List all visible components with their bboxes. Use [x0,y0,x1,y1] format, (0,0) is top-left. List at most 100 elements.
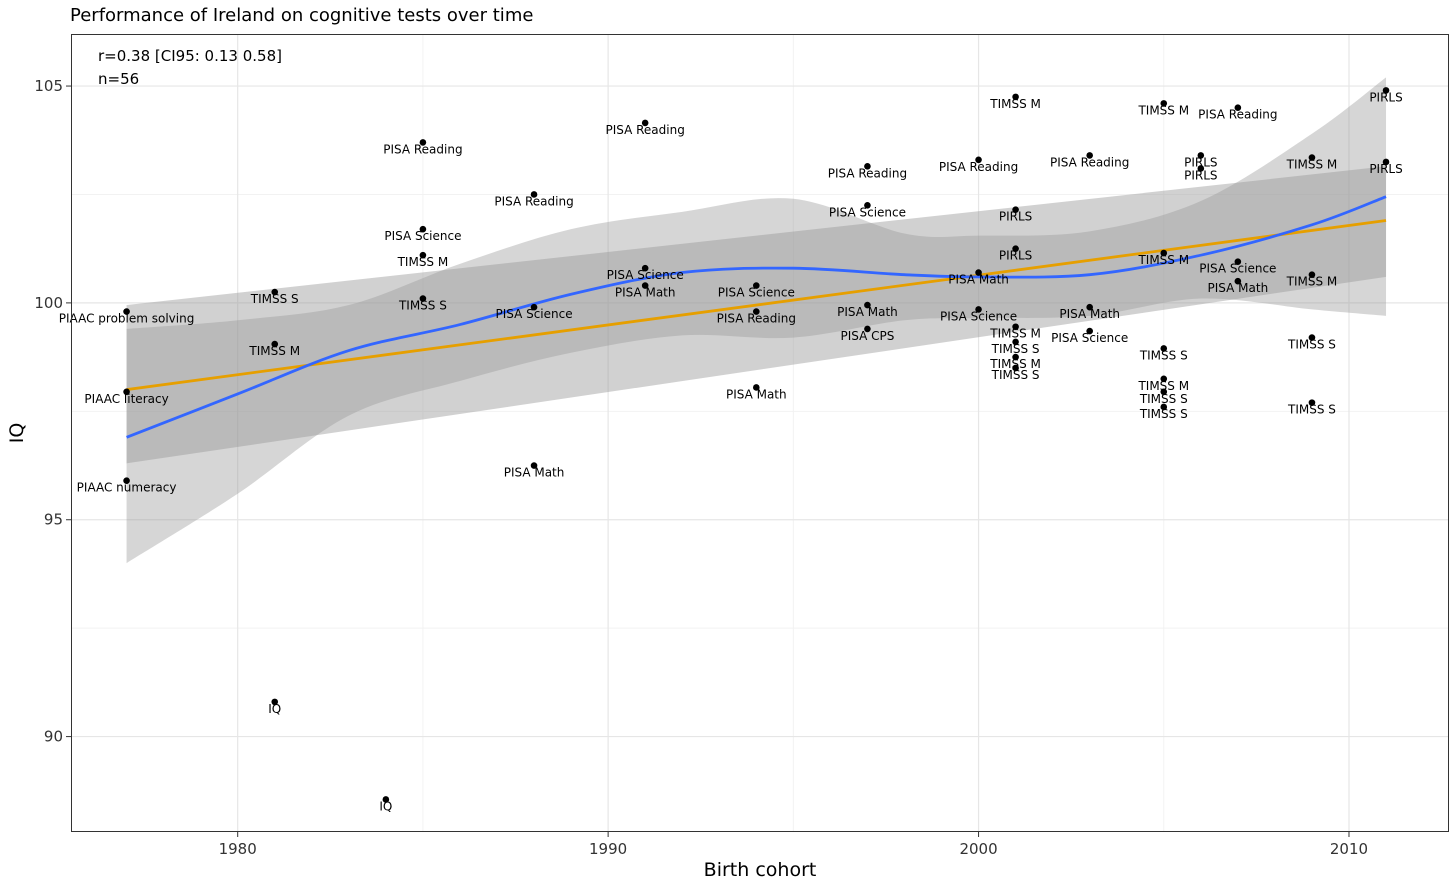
linear-fit-line [126,219,1387,392]
data-point [864,325,871,333]
loess-fit-line [126,195,1387,439]
data-point [864,301,871,309]
point-label: TIMSS S [398,299,447,313]
point-label: PIRLS [999,210,1032,224]
chart-title: Performance of Ireland on cognitive test… [70,5,533,26]
data-point [1160,403,1168,411]
data-point [1012,353,1019,361]
point-label: PISA Math [1208,281,1269,295]
data-point [864,202,871,209]
point-label: PISA Math [504,466,565,480]
data-point [1234,258,1242,265]
x-tick-label: 2000 [959,840,997,858]
x-tick-label: 1990 [589,840,627,858]
data-point [975,269,982,276]
data-point [1012,364,1019,372]
data-point [752,308,760,315]
data-point [752,384,760,391]
point-label: PISA Math [837,305,898,319]
data-point [530,303,538,311]
data-point [271,288,279,296]
point-label: TIMSS S [991,368,1040,382]
point-label: PISA Math [1059,307,1120,321]
data-point [1382,87,1390,94]
data-point [1160,345,1168,352]
data-point [641,119,649,127]
point-label: PISA Science [718,286,795,300]
point-label: PISA Science [940,309,1017,323]
correlation-annotation: r=0.38 [CI95: 0.13 0.58] [98,47,282,65]
point-label: PISA Math [726,387,787,401]
point-label: PIAAC problem solving [59,312,195,326]
point-label: TIMSS M [989,357,1041,371]
point-label: PISA Science [607,268,684,282]
x-axis: 1980 1990 2000 2010 [219,832,1368,858]
point-label: PIRLS [1369,162,1402,176]
data-point [1160,388,1168,396]
point-label: TIMSS M [989,97,1041,111]
point-label: PISA Reading [1198,108,1277,122]
point-label: TIMSS S [250,292,299,306]
y-tick-label: 105 [34,77,63,95]
data-point [1012,338,1019,346]
loess-confidence-band [126,77,1387,564]
point-label: PISA Science [1051,331,1128,345]
data-point [1160,249,1168,257]
point-label: TIMSS S [991,342,1040,356]
point-label: IQ [268,702,281,716]
point-label: TIMSS M [1286,275,1338,289]
data-point [1160,100,1168,107]
data-point [641,264,649,272]
data-point [1012,93,1019,101]
data-point [382,796,390,803]
point-labels: PIAAC problem solving PIAAC literacy PIAAC… [59,90,1403,813]
data-point [1012,323,1019,331]
point-label: PISA Math [615,286,676,300]
plot-panel: PIAAC problem solving PIAAC literacy PIAAC… [59,34,1449,832]
point-label: PISA Science [829,205,906,219]
point-label: TIMSS S [1139,348,1188,362]
data-point [271,340,279,348]
point-label: PISA Reading [605,123,684,137]
data-point [123,308,130,315]
grid-minor [71,34,1449,832]
point-label: PISA Math [948,273,1009,287]
x-tick-label: 2010 [1330,840,1368,858]
data-point [1382,158,1390,166]
data-point [1197,165,1205,172]
sample-size-annotation: n=56 [98,70,139,88]
x-tick-label: 1980 [219,840,257,858]
y-axis-title: IQ [6,423,28,444]
point-label: TIMSS S [1139,407,1188,421]
fit-lines [126,195,1387,439]
grid-major [71,34,1449,832]
point-label: PIAAC numeracy [77,481,177,495]
point-label: TIMSS M [1137,379,1189,393]
point-label: TIMSS M [1286,158,1338,172]
panel-border [71,34,1449,832]
data-point [271,698,279,706]
data-point [1234,277,1242,285]
point-label: PISA CPS [840,329,894,343]
data-point [975,306,982,313]
data-point [1197,152,1205,159]
point-label: PIRLS [1184,155,1217,169]
point-label: PISA Reading [717,312,796,326]
data-point [1160,375,1168,383]
point-label: PISA Reading [383,142,462,156]
point-label: TIMSS M [1137,253,1189,267]
data-point [641,282,649,289]
point-label: TIMSS S [1287,338,1336,352]
data-point [1308,271,1316,279]
point-label: PISA Science [1199,262,1276,276]
point-label: PISA Science [384,229,461,243]
data-point [864,162,871,170]
data-point [975,156,982,164]
point-label: PISA Reading [494,194,573,208]
point-label: PISA Reading [828,166,907,180]
point-label: PIRLS [1369,90,1402,104]
point-label: PIRLS [999,249,1032,263]
data-point [1086,303,1093,311]
point-label: TIMSS M [989,327,1041,341]
